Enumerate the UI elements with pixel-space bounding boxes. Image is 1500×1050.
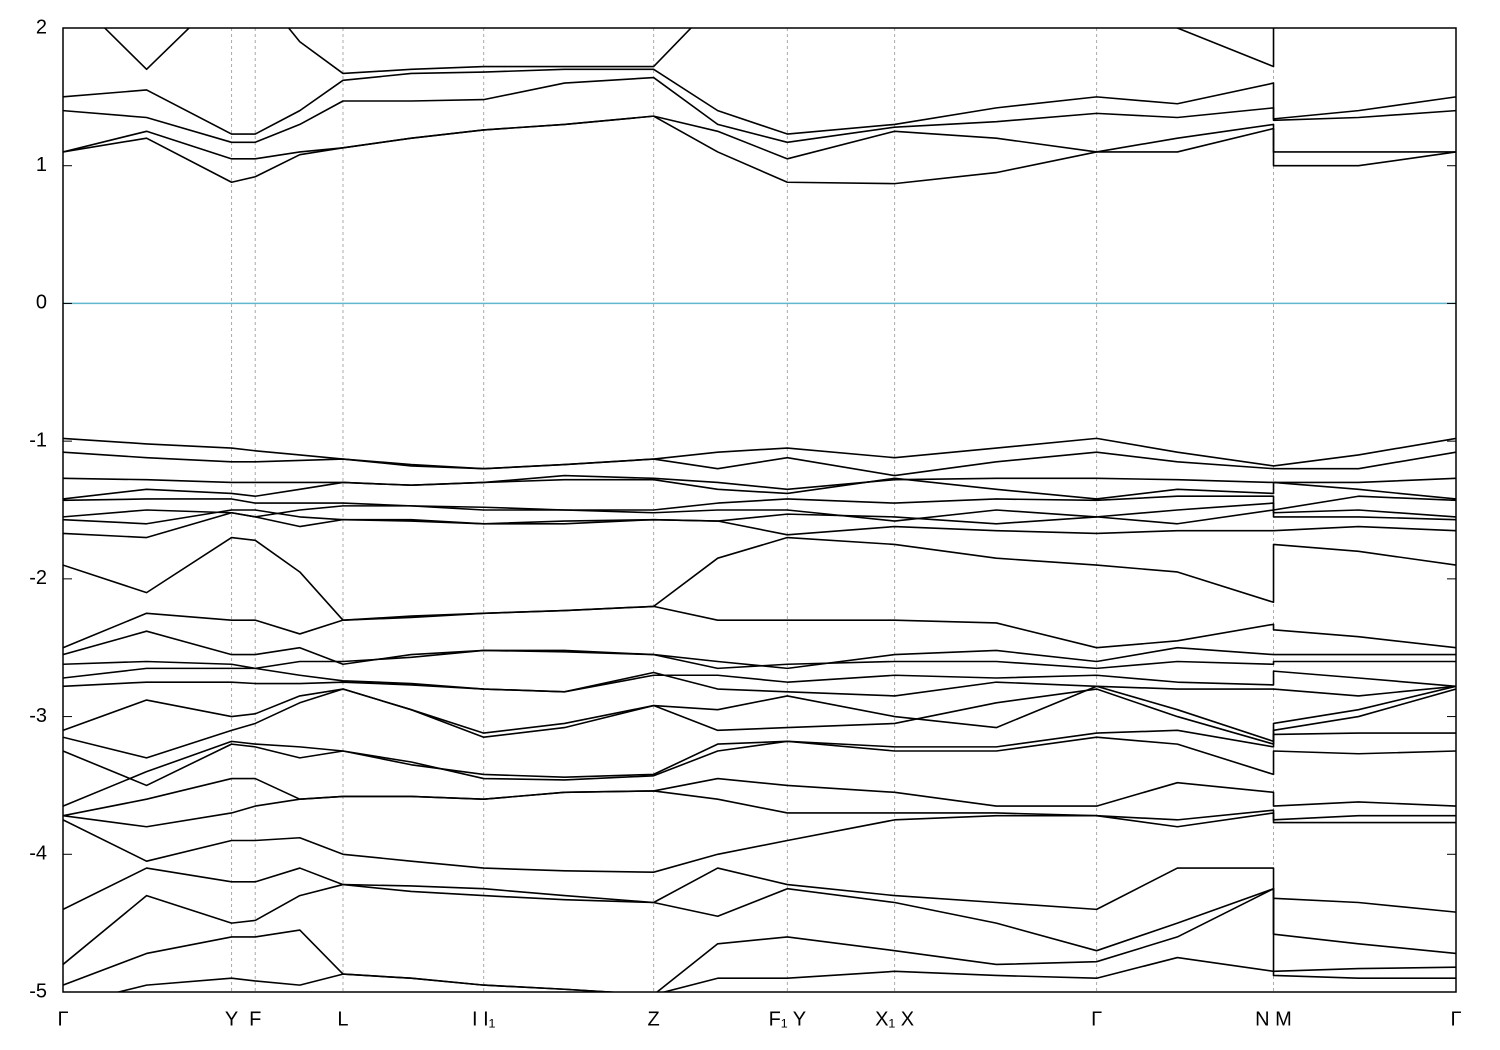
band-line xyxy=(63,729,1456,787)
band-line xyxy=(63,736,1456,807)
band-line xyxy=(63,495,1456,511)
x-tick-label: Γ xyxy=(57,1008,68,1030)
y-tick-label: -4 xyxy=(29,843,47,865)
x-tick-label: Γ xyxy=(1450,1008,1461,1030)
band-line xyxy=(63,68,1456,135)
band-line xyxy=(63,115,1456,185)
x-tick-label: X₁ X xyxy=(875,1008,914,1030)
band-line xyxy=(63,667,1456,693)
band-line xyxy=(63,649,1456,670)
band-line xyxy=(63,685,1456,743)
band-line xyxy=(63,812,1456,873)
band-line xyxy=(63,688,1456,759)
x-tick-label: Y xyxy=(225,1008,238,1030)
band-line xyxy=(63,437,1456,470)
band-line xyxy=(63,477,1456,500)
x-tick-label: F xyxy=(249,1008,261,1030)
y-tick-label: -1 xyxy=(29,429,47,451)
band-line xyxy=(63,76,1456,144)
x-tick-label: Z xyxy=(648,1008,660,1030)
band-line xyxy=(63,502,1456,522)
band-line xyxy=(63,883,1456,966)
band-line xyxy=(63,474,1456,491)
y-tick-label: -2 xyxy=(29,567,47,589)
y-tick-label: 0 xyxy=(36,292,47,314)
y-tick-label: 2 xyxy=(36,16,47,38)
band-line xyxy=(63,671,1456,697)
x-tick-label: F₁ Y xyxy=(769,1008,807,1030)
x-tick-label: I I₁ xyxy=(472,1008,496,1030)
bands xyxy=(63,28,1456,992)
y-tick-label: -3 xyxy=(29,705,47,727)
band-line xyxy=(63,511,1456,539)
band-line xyxy=(103,28,1275,75)
plot-frame xyxy=(62,27,1457,993)
band-line xyxy=(115,956,1456,992)
band-line xyxy=(63,509,1456,525)
band-line xyxy=(63,451,1456,477)
band-line xyxy=(63,777,1456,817)
band-line xyxy=(63,605,1456,649)
band-line xyxy=(63,867,1456,913)
x-tick-label: N M xyxy=(1255,1008,1292,1030)
x-tick-label: Γ xyxy=(1091,1008,1102,1030)
y-tick-label: -5 xyxy=(29,980,47,1002)
band-line xyxy=(63,115,1456,160)
band-line xyxy=(63,536,1456,621)
band-line xyxy=(63,887,1456,992)
x-tick-label: L xyxy=(337,1008,348,1030)
labels: 2 1 0 -1 -2 -3 -4 -5 Γ Y F L I I₁ Z F₁ Y X₁ X Γ N M Γ xyxy=(29,16,1461,1030)
band-line xyxy=(63,790,1456,828)
y-tick-label: 1 xyxy=(36,154,47,176)
